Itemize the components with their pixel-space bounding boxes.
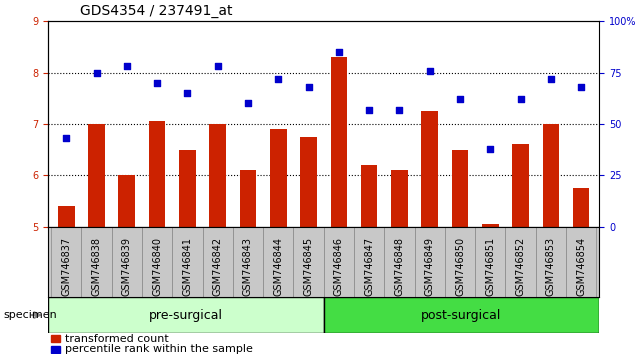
Point [545, 76, 556, 81]
Bar [81, 227, 112, 297]
Bar [482, 224, 499, 227]
Point [182, 90, 192, 96]
Point [394, 107, 404, 112]
Bar [385, 227, 415, 297]
Bar [270, 129, 287, 227]
Bar [112, 227, 142, 297]
Point [152, 80, 162, 86]
Bar [233, 227, 263, 297]
Bar [51, 346, 60, 353]
Point [122, 64, 132, 69]
Bar [210, 124, 226, 227]
Bar [391, 170, 408, 227]
Point [424, 68, 435, 73]
Text: GSM746838: GSM746838 [92, 237, 101, 296]
Bar [294, 227, 324, 297]
Text: GSM746847: GSM746847 [364, 237, 374, 296]
Bar [536, 227, 566, 297]
Text: post-surgical: post-surgical [421, 309, 502, 321]
Bar [421, 111, 438, 227]
Text: GSM746837: GSM746837 [62, 237, 71, 296]
Bar [512, 144, 529, 227]
Text: GSM746844: GSM746844 [273, 237, 283, 296]
Bar [361, 165, 378, 227]
Bar [415, 227, 445, 297]
Point [455, 96, 465, 102]
Bar [300, 137, 317, 227]
Text: GSM746848: GSM746848 [394, 237, 404, 296]
Text: pre-surgical: pre-surgical [149, 309, 223, 321]
Point [61, 136, 71, 141]
Bar [475, 227, 506, 297]
Text: GSM746841: GSM746841 [183, 237, 192, 296]
Text: GSM746853: GSM746853 [546, 237, 556, 296]
Bar [119, 175, 135, 227]
Bar [506, 227, 536, 297]
Text: transformed count: transformed count [65, 334, 169, 344]
Bar [331, 57, 347, 227]
Point [364, 107, 374, 112]
Text: GSM746845: GSM746845 [304, 237, 313, 296]
Point [485, 146, 495, 152]
Bar [354, 227, 385, 297]
Point [243, 101, 253, 106]
Text: GDS4354 / 237491_at: GDS4354 / 237491_at [80, 4, 233, 18]
Point [273, 76, 283, 81]
Bar [445, 227, 475, 297]
Bar [58, 206, 74, 227]
Bar [88, 124, 105, 227]
Bar [573, 188, 590, 227]
Bar [179, 149, 196, 227]
Text: GSM746852: GSM746852 [515, 237, 526, 296]
Bar [149, 121, 165, 227]
Bar [324, 227, 354, 297]
Bar [542, 124, 559, 227]
Text: GSM746851: GSM746851 [485, 237, 495, 296]
Text: specimen: specimen [3, 310, 57, 320]
Bar [203, 227, 233, 297]
Text: GSM746840: GSM746840 [152, 237, 162, 296]
Point [213, 64, 223, 69]
Text: GSM746850: GSM746850 [455, 237, 465, 296]
Bar [240, 170, 256, 227]
Text: GSM746839: GSM746839 [122, 237, 132, 296]
Text: GSM746843: GSM746843 [243, 237, 253, 296]
Text: GSM746846: GSM746846 [334, 237, 344, 296]
Point [576, 84, 587, 90]
Bar [142, 227, 172, 297]
Text: GSM746854: GSM746854 [576, 237, 586, 296]
Text: GSM746849: GSM746849 [425, 237, 435, 296]
Bar [263, 227, 294, 297]
Bar [452, 149, 469, 227]
Bar [51, 335, 60, 342]
Bar [172, 227, 203, 297]
Bar [324, 297, 599, 333]
Text: GSM746842: GSM746842 [213, 237, 222, 296]
Point [515, 96, 526, 102]
Point [303, 84, 313, 90]
Point [92, 70, 102, 75]
Point [334, 49, 344, 55]
Bar [566, 227, 596, 297]
Bar [48, 297, 324, 333]
Bar [51, 227, 81, 297]
Text: percentile rank within the sample: percentile rank within the sample [65, 344, 253, 354]
